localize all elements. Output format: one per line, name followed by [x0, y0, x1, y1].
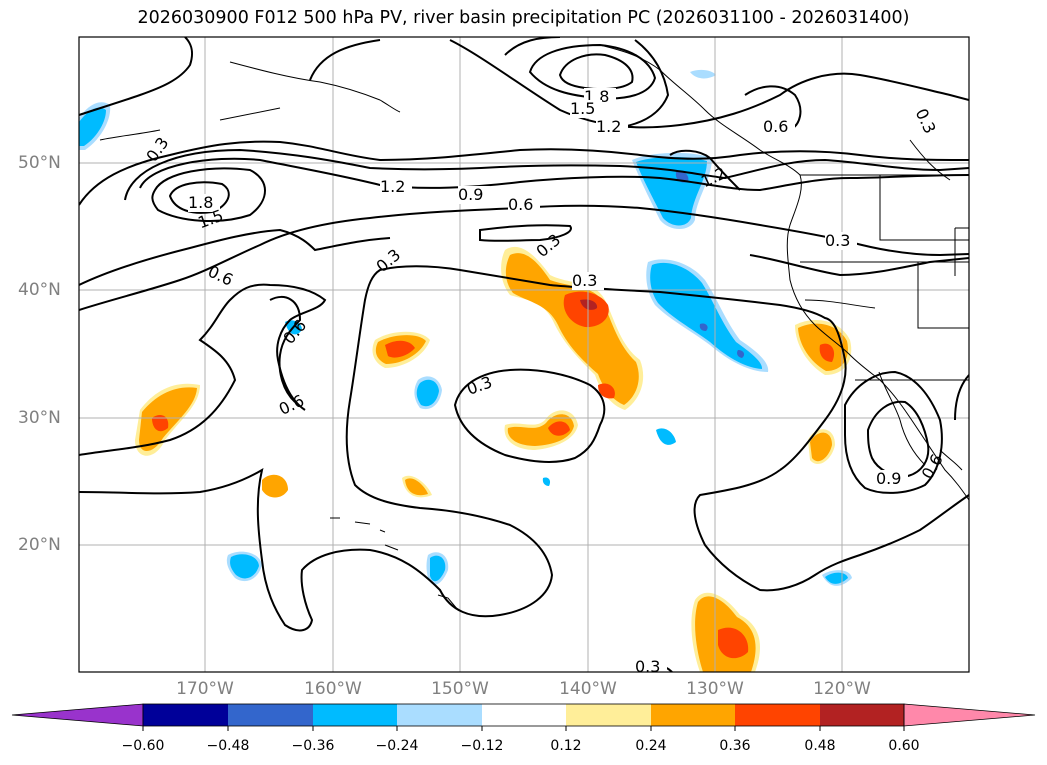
coastlines: [99, 44, 969, 611]
lon-label: 140°W: [559, 679, 617, 699]
colorbar-bin: [397, 704, 482, 726]
colorbar-extend-max: [903, 703, 1036, 727]
svg-text:0.3: 0.3: [825, 231, 850, 250]
colorbar-bin: [566, 704, 651, 726]
colorbar-tick-label: −0.60: [121, 738, 165, 754]
svg-text:0.6: 0.6: [763, 117, 788, 136]
graticule: [79, 37, 969, 672]
svg-text:0.3: 0.3: [572, 271, 597, 290]
map-title: 2026030900 F012 500 hPa PV, river basin …: [137, 8, 910, 28]
colorbar-tick-label: −0.48: [206, 738, 250, 754]
colorbar-bin: [482, 704, 566, 726]
colorbar-tick-label: −0.12: [460, 738, 504, 754]
svg-text:0.9: 0.9: [458, 185, 483, 204]
colorbar-tick-label: 0.24: [635, 738, 667, 754]
lat-label: 30°N: [18, 408, 61, 428]
colorbar-extend-min: [11, 703, 144, 727]
map-area: 1.8 1.5 1.2 0.6 0.3 1.8 1.5 1.2 0.9 0.6 …: [79, 37, 969, 676]
precip-shading: [79, 69, 852, 672]
svg-text:1.2: 1.2: [596, 117, 621, 136]
lon-label: 120°W: [813, 679, 871, 699]
colorbar-bin: [820, 704, 904, 726]
lon-label: 130°W: [686, 679, 744, 699]
lat-label: 20°N: [18, 535, 61, 555]
lon-label: 150°W: [431, 679, 489, 699]
colorbar-bin: [313, 704, 397, 726]
colorbar-tick-label: 0.36: [719, 738, 751, 754]
colorbar-bin: [651, 704, 735, 726]
colorbar-tick-label: −0.36: [291, 738, 335, 754]
lon-label: 160°W: [304, 679, 362, 699]
lon-label: 170°W: [176, 679, 234, 699]
colorbar-bin: [228, 704, 313, 726]
pv-contours: [79, 37, 969, 672]
colorbar-tick-label: 0.12: [550, 738, 582, 754]
colorbar: [11, 703, 1036, 731]
svg-text:0.9: 0.9: [876, 469, 901, 488]
svg-text:0.6: 0.6: [508, 195, 533, 214]
colorbar-tick-label: 0.48: [804, 738, 836, 754]
svg-text:1.8: 1.8: [188, 193, 213, 212]
svg-text:1.2: 1.2: [380, 177, 405, 196]
map-frame: [78, 36, 970, 673]
colorbar-bin: [143, 704, 228, 726]
colorbar-tick-label: 0.60: [888, 738, 920, 754]
lat-label: 50°N: [18, 153, 61, 173]
lat-label: 40°N: [18, 280, 61, 300]
colorbar-tick-label: −0.24: [375, 738, 419, 754]
svg-text:1.5: 1.5: [570, 99, 595, 118]
colorbar-bin: [735, 704, 820, 726]
svg-text:0.3: 0.3: [635, 657, 660, 676]
